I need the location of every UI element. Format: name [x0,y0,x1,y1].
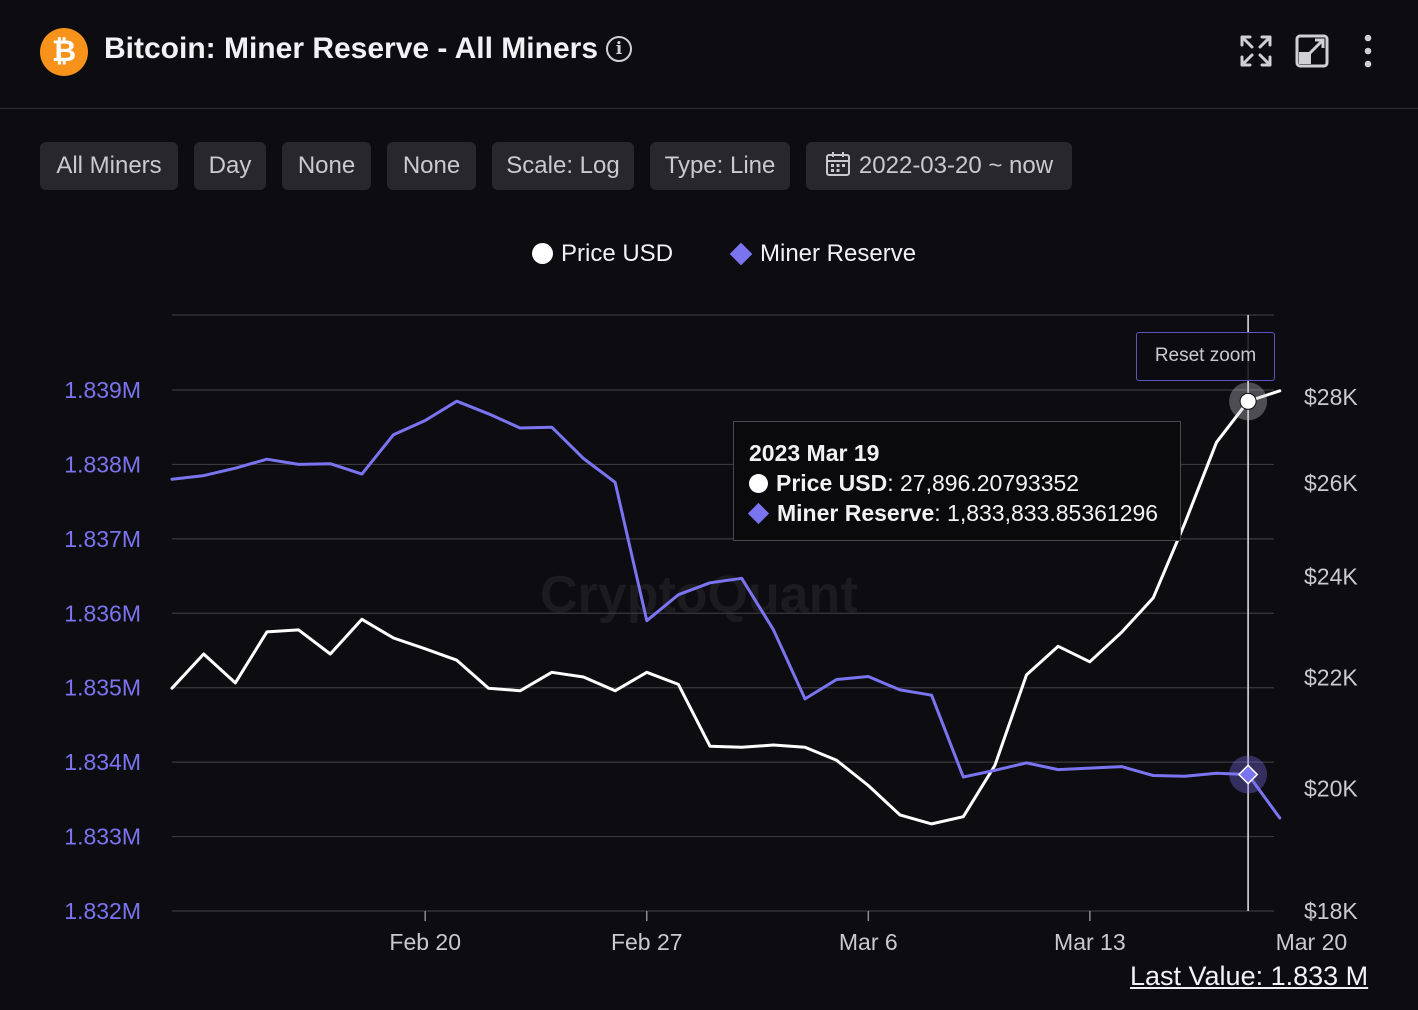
tooltip-price-label: Price USD [776,470,888,496]
legend-reserve[interactable]: Miner Reserve [729,240,917,268]
kebab-menu-icon[interactable] [1351,34,1385,68]
left-tick-label: 1.833M [64,824,141,850]
expand-arrows-icon[interactable] [1239,34,1273,68]
calendar-icon [825,152,850,176]
right-tick-label: $20K [1304,775,1358,801]
left-tick-label: 1.838M [64,451,141,477]
open-in-window-icon[interactable] [1295,34,1329,68]
date-range-label: 2022-03-20 ~ now [858,152,1054,179]
tooltip-reserve-row: Miner Reserve: 1,833,833.85361296 [747,498,1180,528]
right-tick-label: $26K [1304,470,1358,496]
highlight-markers [1229,315,1268,911]
tooltip-reserve-value: : 1,833,833.85361296 [934,500,1159,526]
legend-circle-icon [532,243,553,264]
left-tick-label: 1.835M [64,675,141,701]
right-tick-label: $18K [1304,898,1358,924]
interval-chip[interactable]: Day [194,142,266,190]
right-tick-label: $28K [1304,384,1358,410]
tooltip-price-value: : 27,896.20793352 [887,470,1080,496]
left-tick-label: 1.839M [64,377,141,403]
right-tick-label: $22K [1304,665,1358,691]
price-line [170,389,1282,826]
reset-zoom-button[interactable]: Reset zoom [1136,332,1275,381]
type-chip[interactable]: Type: Line [650,142,790,190]
left-tick-label: 1.832M [64,898,141,924]
tooltip-reserve-label: Miner Reserve [777,500,935,526]
left-tick-label: 1.836M [64,600,141,626]
gridlines [172,314,1274,912]
date-range-chip[interactable]: 2022-03-20 ~ now [806,142,1072,190]
reserve-line [170,399,1282,820]
right-axis-ticks: $28K $26K $24K $22K $20K $18K [1304,384,1358,924]
bitcoin-logo-icon: ₿ [40,28,88,76]
tooltip-price-row: Price USD: 27,896.20793352 [749,468,1180,498]
tooltip-date: 2023 Mar 19 [749,440,880,466]
legend-price[interactable]: Price USD [532,240,673,268]
last-value-link[interactable]: Last Value: 1.833 M [1130,961,1369,991]
left-tick-label: 1.834M [64,749,141,775]
compare-chip[interactable]: None [387,142,476,190]
x-tick-label: Mar 20 [1276,929,1348,955]
price-point [1239,392,1257,410]
left-axis-ticks: 1.839M 1.838M 1.837M 1.836M 1.835M 1.834M 1.83… [64,377,141,924]
watermark: CryptoQuant [540,566,858,624]
chart-header: ₿ Bitcoin: Miner Reserve - All Miners i [0,0,1418,109]
miner-filter-chip[interactable]: All Miners [40,142,178,190]
scale-chip[interactable]: Scale: Log [492,142,634,190]
chart-title: Bitcoin: Miner Reserve - All Miners [104,32,599,65]
tooltip-diamond-icon [747,502,770,525]
reserve-point [1237,764,1259,785]
x-tick-label: Feb 27 [611,929,683,955]
moving-average-chip[interactable]: None [282,142,371,190]
series-lines [170,389,1282,826]
tooltip-circle-icon [749,474,768,493]
chart-tooltip: 2023 Mar 19 Price USD: 27,896.20793352 M… [733,421,1181,541]
x-tick-label: Feb 20 [389,929,461,955]
legend-reserve-label: Miner Reserve [760,240,917,267]
x-tick-label: Mar 6 [839,929,898,955]
legend-price-label: Price USD [561,240,674,267]
left-tick-label: 1.837M [64,526,141,552]
x-axis-ticks: Feb 20 Feb 27 Mar 6 Mar 13 Mar 20 [389,911,1347,955]
x-tick-label: Mar 13 [1054,929,1126,955]
right-tick-label: $24K [1304,563,1358,589]
info-icon[interactable]: i [606,36,632,62]
